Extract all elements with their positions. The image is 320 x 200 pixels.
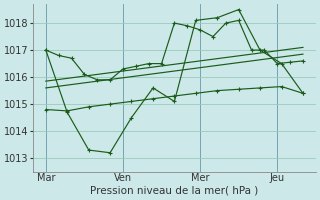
X-axis label: Pression niveau de la mer( hPa ): Pression niveau de la mer( hPa ) bbox=[90, 186, 259, 196]
